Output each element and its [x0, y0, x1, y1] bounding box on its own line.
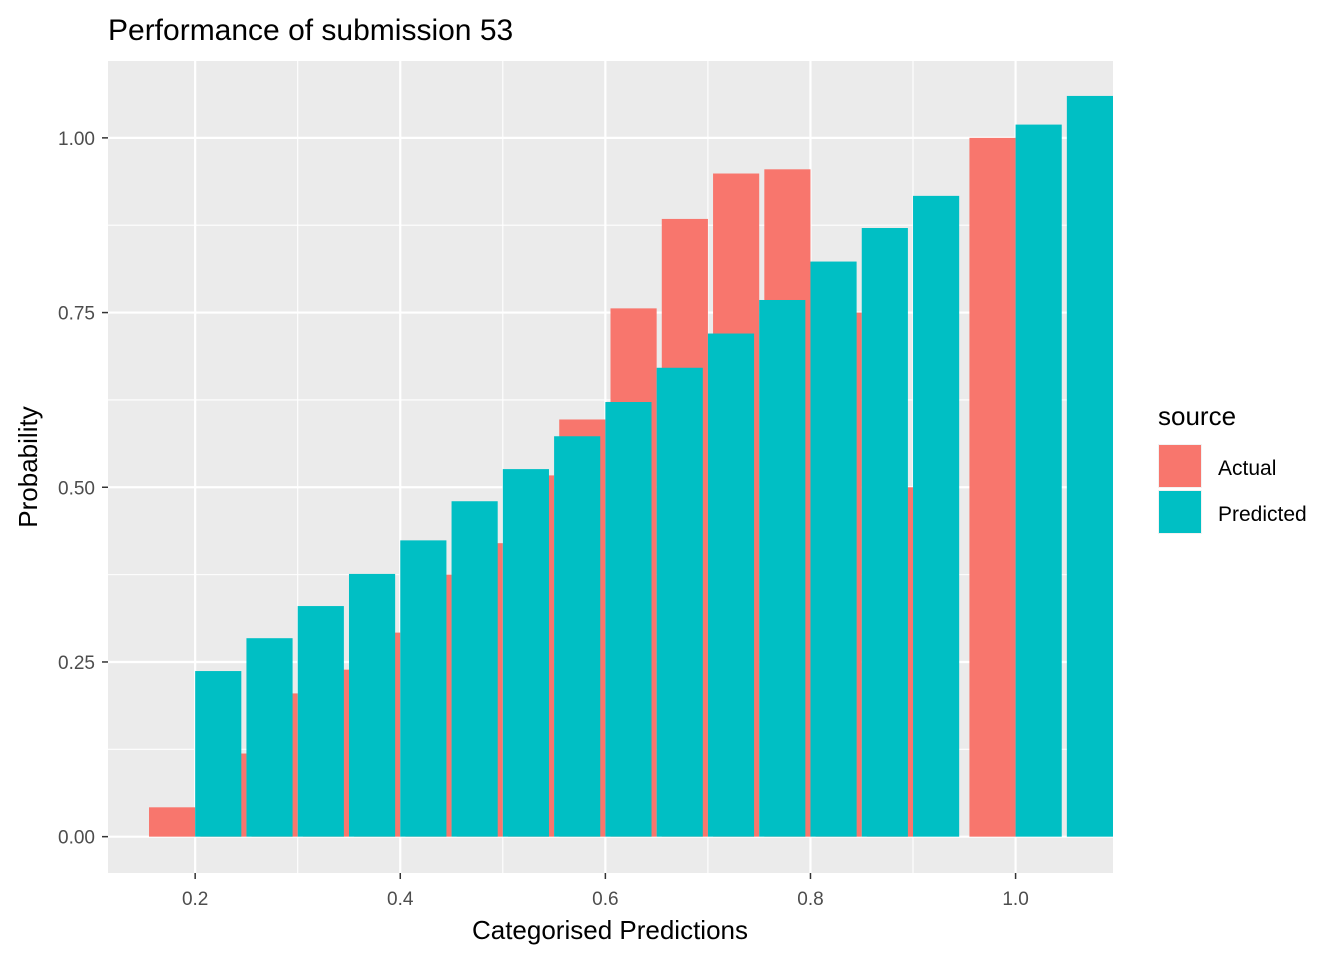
bar-predicted-0.45	[451, 501, 498, 837]
bar-predicted-0.85	[861, 228, 908, 837]
bar-predicted-0.70	[707, 333, 755, 837]
y-tick-label-3: 0.75	[58, 304, 95, 325]
bar-predicted-0.20	[195, 671, 242, 837]
bar-predicted-1.00	[1015, 124, 1062, 837]
legend-swatch-actual	[1159, 445, 1201, 487]
legend-label-predicted: Predicted	[1218, 503, 1307, 526]
legend-swatch-predicted	[1159, 491, 1201, 533]
x-tick-label-4: 1.0	[1002, 889, 1028, 910]
y-tick-label-1: 0.25	[58, 653, 95, 674]
x-tick-label-1: 0.4	[387, 889, 414, 910]
bar-predicted-0.30	[297, 606, 344, 837]
x-tick-label-0: 0.2	[182, 889, 208, 910]
legend-label-actual: Actual	[1218, 457, 1276, 480]
y-tick-label-4: 1.00	[58, 129, 95, 150]
bar-predicted-0.50	[502, 469, 549, 837]
bar-predicted-0.90	[913, 195, 960, 837]
x-tick-label-3: 0.8	[797, 889, 823, 910]
bar-predicted-1.05	[1066, 95, 1113, 837]
bar-predicted-0.35	[348, 573, 396, 837]
bar-actual-1.00	[969, 137, 1016, 837]
bar-predicted-0.65	[656, 367, 703, 837]
bar-predicted-0.40	[400, 540, 447, 837]
x-tick-label-2: 0.6	[592, 889, 618, 910]
bar-predicted-0.75	[759, 299, 806, 837]
bars	[149, 95, 1113, 837]
bar-predicted-0.25	[246, 638, 293, 837]
bar-predicted-0.55	[554, 436, 601, 837]
legend-title: source	[1158, 401, 1236, 431]
y-axis: 0.00 0.25 0.50 0.75 1.00	[58, 129, 108, 849]
x-axis: 0.2 0.4 0.6 0.8 1.0	[182, 873, 1029, 910]
y-tick-label-2: 0.50	[58, 478, 95, 499]
y-tick-label-0: 0.00	[58, 828, 95, 849]
bar-actual-0.20	[149, 807, 196, 837]
x-axis-title: Categorised Predictions	[472, 915, 748, 945]
chart-title: Performance of submission 53	[108, 14, 513, 47]
bar-predicted-0.80	[810, 261, 857, 837]
legend: source Actual Predicted	[1158, 401, 1307, 534]
bar-predicted-0.60	[605, 402, 652, 837]
y-axis-title: Probability	[13, 406, 43, 527]
